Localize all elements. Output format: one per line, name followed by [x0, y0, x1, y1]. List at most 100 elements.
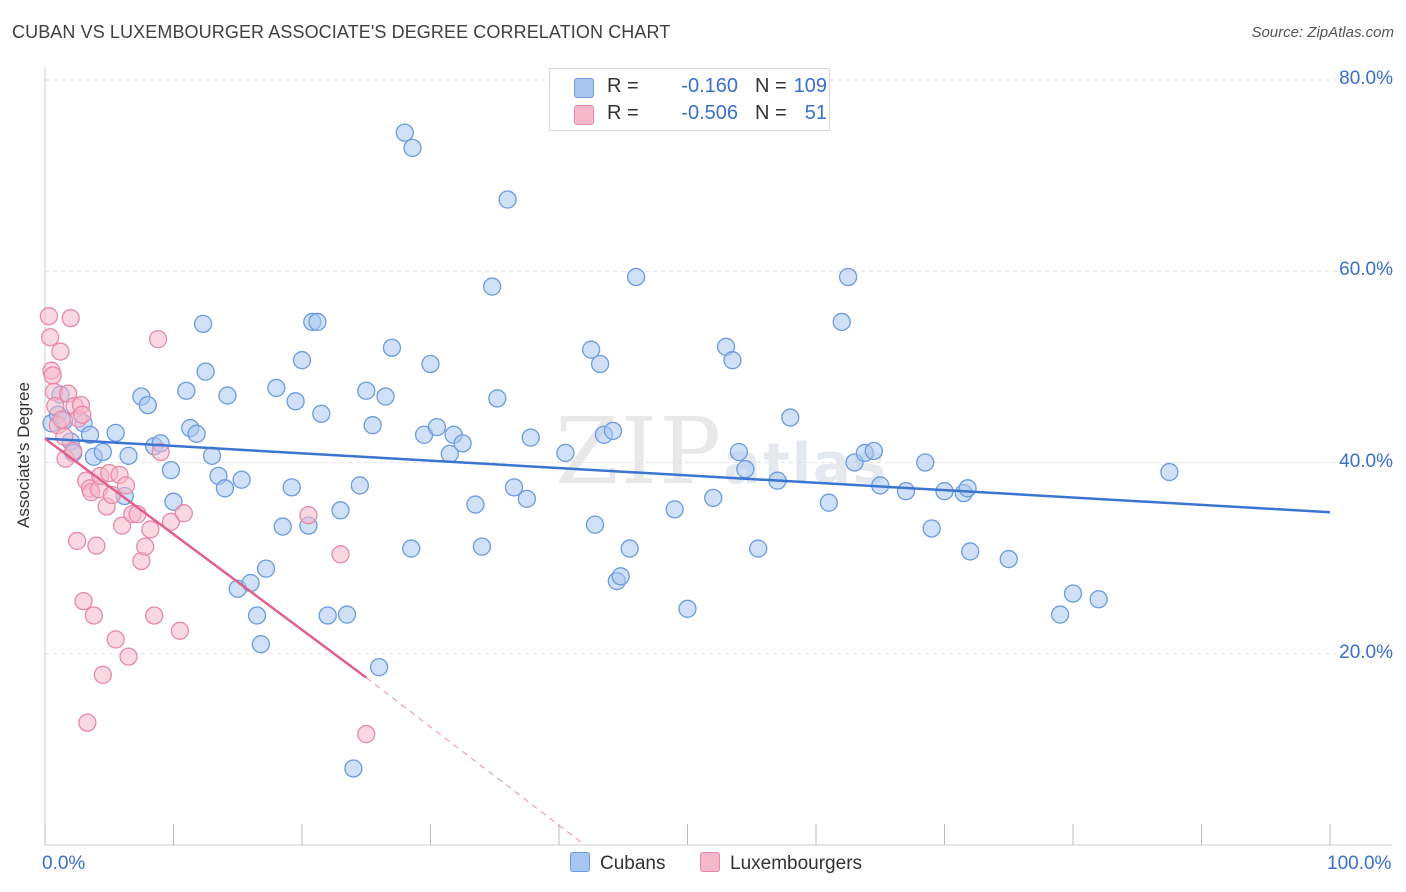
y-tick-label: 40.0% [1339, 450, 1393, 472]
cuban-point [395, 123, 414, 142]
cuban-point [403, 138, 422, 158]
luxembourger-point [116, 476, 136, 495]
cuban-point [832, 312, 851, 332]
cuban-point [376, 387, 395, 406]
legend-n-value: 51 [804, 102, 827, 124]
cuban-point [620, 539, 639, 558]
legend-n-label: N = [755, 102, 787, 124]
x-tick-label-max: 100.0% [1327, 853, 1392, 874]
cuban-point [590, 354, 610, 374]
cuban-point [665, 500, 684, 519]
cuban-point [286, 392, 305, 411]
cuban-point [80, 425, 100, 444]
y-axis-label: Associate's Degree [14, 382, 33, 528]
cuban-point [819, 493, 838, 512]
luxembourger-point [145, 606, 164, 625]
x-tick-label-min: 0.0% [42, 853, 86, 874]
cuban-point [241, 573, 260, 593]
trend-lines [44, 437, 1331, 846]
cuban-point [273, 517, 292, 536]
legend-n-value: 109 [793, 75, 827, 97]
cuban-point [704, 488, 723, 508]
cuban-point [318, 606, 337, 625]
luxembourger-point [51, 342, 70, 361]
correlation-legend: R = -0.160 N = 109 R = -0.506 N = 51 [549, 68, 830, 131]
cuban-point [1089, 590, 1108, 609]
lux-swatch [700, 852, 720, 872]
cuban-point [781, 408, 800, 427]
legend-r-label: R = [607, 75, 639, 97]
cuban-point [864, 441, 883, 461]
luxembourger-trend-line [44, 437, 367, 679]
cuban-point [247, 606, 267, 625]
luxembourger-point [112, 516, 132, 535]
bottom-legend-luxembourgers: Luxembourgers [700, 852, 862, 875]
cuban-point [256, 559, 276, 578]
cuban-point [331, 501, 350, 520]
axes [44, 68, 1392, 846]
cuban-point [202, 446, 222, 465]
cuban-point [678, 599, 697, 618]
cuban-point [1051, 605, 1070, 624]
cuban-point [556, 443, 575, 463]
bottom-legend-label: Cubans [600, 853, 666, 874]
cuban-point [427, 417, 447, 437]
cuban-point [466, 495, 485, 514]
y-tick-label: 60.0% [1339, 259, 1393, 281]
cuban-point [218, 386, 237, 405]
luxembourger-point [74, 592, 93, 611]
cuban-point [736, 460, 755, 479]
cuban-point [161, 460, 181, 480]
luxembourger-point [39, 307, 59, 326]
legend-r-value: -0.160 [681, 75, 738, 97]
luxembourger-point [64, 441, 83, 461]
cuban-point [402, 539, 421, 558]
cuban-point [337, 605, 357, 624]
cuban-point [958, 479, 977, 498]
cuban-point [723, 351, 742, 370]
cuban-point [106, 423, 125, 443]
luxembourger-point [136, 537, 155, 556]
cuban-point [138, 395, 157, 415]
cuban-point [453, 434, 472, 453]
cuban-point [177, 381, 196, 400]
cuban-point [961, 542, 980, 561]
cuban-point [421, 354, 440, 374]
legend-n-label: N = [755, 75, 787, 97]
watermark-main: ZIP [555, 398, 724, 505]
luxembourger-point [151, 442, 170, 462]
luxembourger-point [73, 405, 92, 424]
luxembourger-point [40, 328, 60, 347]
cuban-point [916, 453, 935, 472]
cuban-point [282, 478, 301, 497]
cuban-trend-line [44, 437, 1331, 514]
cuban-point [119, 446, 138, 465]
cuban-point [729, 442, 749, 462]
cuban-point [626, 267, 646, 287]
cuban-point [357, 381, 376, 400]
cuban-swatch [570, 852, 590, 872]
cuban-point [193, 314, 213, 333]
cuban-point [1160, 462, 1179, 482]
luxembourger-point [119, 647, 138, 666]
cuban-point [1063, 584, 1083, 603]
cuban-point [611, 567, 630, 586]
y-tick-label: 80.0% [1339, 68, 1393, 89]
cuban-point [369, 657, 389, 677]
luxembourger-point [299, 505, 318, 525]
luxembourger-point [78, 713, 97, 732]
legend-r-label: R = [607, 102, 639, 124]
chart-title: CUBAN VS LUXEMBOURGER ASSOCIATE'S DEGREE… [12, 22, 671, 42]
cuban-point [312, 404, 331, 423]
luxembourger-point [161, 512, 181, 531]
cuban-points [42, 123, 1179, 778]
luxembourger-point [331, 545, 350, 564]
cuban-point [521, 428, 540, 447]
cuban-point [603, 421, 623, 441]
cuban-point [585, 515, 605, 534]
bottom-legend-label: Luxembourgers [730, 853, 863, 874]
luxembourger-point [141, 520, 160, 539]
luxembourger-point [170, 621, 190, 640]
luxembourger-point [148, 329, 168, 349]
luxembourger-point [174, 504, 193, 523]
